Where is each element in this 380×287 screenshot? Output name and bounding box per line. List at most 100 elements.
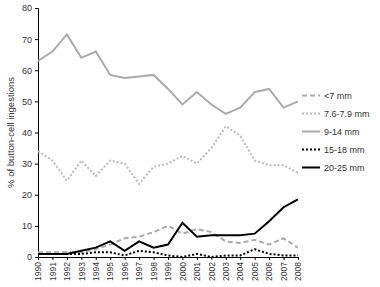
y-tick: 50 [22,97,38,107]
legend-label: 7.6-7.9 mm [324,109,370,119]
y-tick: 0 [27,252,38,262]
series-line [38,199,298,253]
x-tick: 1990 [33,257,43,281]
x-axis: 1990199119921993199419951996199719981999… [33,257,303,281]
y-tick-label: 40 [22,128,32,138]
legend-label: 15-18 mm [324,145,365,155]
x-tick-label: 2003 [221,262,231,281]
x-tick: 2003 [221,257,231,281]
y-tick-mark [35,257,38,258]
x-tick-label: 1990 [33,262,43,281]
y-tick-label: 70 [22,35,32,45]
y-tick-mark [35,8,38,9]
y-tick-label: 10 [22,221,32,231]
x-tick-mark [52,257,53,260]
y-tick-label: 20 [22,190,32,200]
x-tick-label: 2005 [250,262,260,281]
x-tick: 2001 [192,257,202,281]
x-axis-line [39,258,299,261]
x-tick: 1993 [77,257,87,281]
x-tick-mark [240,257,241,260]
x-tick-label: 1997 [134,262,144,281]
x-tick: 1996 [120,257,130,281]
x-tick-label: 1991 [48,262,58,281]
legend-swatch [302,113,320,115]
x-tick: 1995 [105,257,115,281]
x-tick-label: 1999 [163,262,173,281]
x-tick-mark [182,257,183,260]
legend-swatch [302,167,320,169]
y-tick: 10 [22,221,38,231]
x-tick-mark [211,257,212,260]
plot-area [38,34,298,257]
x-tick-label: 1996 [120,262,130,281]
x-tick-label: 1995 [105,262,115,281]
x-tick-mark [298,257,299,260]
x-tick-mark [96,257,97,260]
x-tick-mark [81,257,82,260]
y-tick-mark [35,164,38,165]
x-tick-label: 2004 [235,262,245,281]
legend-label: 20-25 mm [324,163,365,173]
x-tick-label: 2002 [207,262,217,281]
y-tick-mark [35,195,38,196]
x-tick: 2004 [235,257,245,281]
x-tick-label: 1998 [149,262,159,281]
x-tick-label: 2000 [178,262,188,281]
y-tick-label: 50 [22,97,32,107]
y-tick: 40 [22,128,38,138]
y-tick-label: 30 [22,159,32,169]
x-tick: 1998 [149,257,159,281]
x-tick-mark [154,257,155,260]
legend-label: 9-14 mm [324,127,360,137]
y-axis: 0 10 20 30 40 50 60 70 80 [22,3,39,262]
y-tick-label: 0 [27,252,32,262]
x-tick: 1999 [163,257,173,281]
y-tick-label: 60 [22,66,32,76]
x-tick: 2008 [293,257,303,281]
x-tick: 1991 [48,257,58,281]
x-tick-mark [139,257,140,260]
x-tick-mark [226,257,227,260]
y-tick: 60 [22,66,38,76]
x-tick-mark [125,257,126,260]
x-tick-mark [197,257,198,260]
y-tick: 30 [22,159,38,169]
x-tick: 2002 [207,257,217,281]
x-tick: 2000 [178,257,188,281]
x-tick: 1997 [134,257,144,281]
x-tick: 2006 [264,257,274,281]
x-tick-mark [255,257,256,260]
y-tick-mark [35,226,38,227]
x-tick-label: 2001 [192,262,202,281]
x-tick-mark [269,257,270,260]
x-tick: 2007 [279,257,289,281]
legend: <7 mm 7.6-7.9 mm 9-14 mm 15-18 mm 20-25 mm [302,91,370,173]
x-tick-label: 1994 [91,262,101,281]
y-tick-mark [35,39,38,40]
series-line [38,34,298,113]
series-line [38,249,298,257]
chart: 1990199119921993199419951996199719981999… [0,0,380,287]
y-axis-line [35,9,39,258]
y-tick: 70 [22,35,38,45]
x-tick: 2005 [250,257,260,281]
y-tick: 80 [22,3,38,13]
y-tick-mark [35,70,38,71]
x-tick: 1994 [91,257,101,281]
x-tick-mark [168,257,169,260]
y-axis-title: % of button-cell ingestions [5,77,16,188]
legend-swatch [302,149,320,151]
y-tick: 20 [22,190,38,200]
y-tick-mark [35,133,38,134]
x-tick-label: 2006 [264,262,274,281]
x-tick-label: 2008 [293,262,303,281]
x-tick-mark [67,257,68,260]
y-tick-mark [35,101,38,102]
legend-label: <7 mm [324,91,352,101]
x-tick-mark [110,257,111,260]
legend-swatch [302,131,320,133]
x-tick-label: 1993 [77,262,87,281]
y-tick-label: 80 [22,3,32,13]
x-tick-mark [284,257,285,260]
